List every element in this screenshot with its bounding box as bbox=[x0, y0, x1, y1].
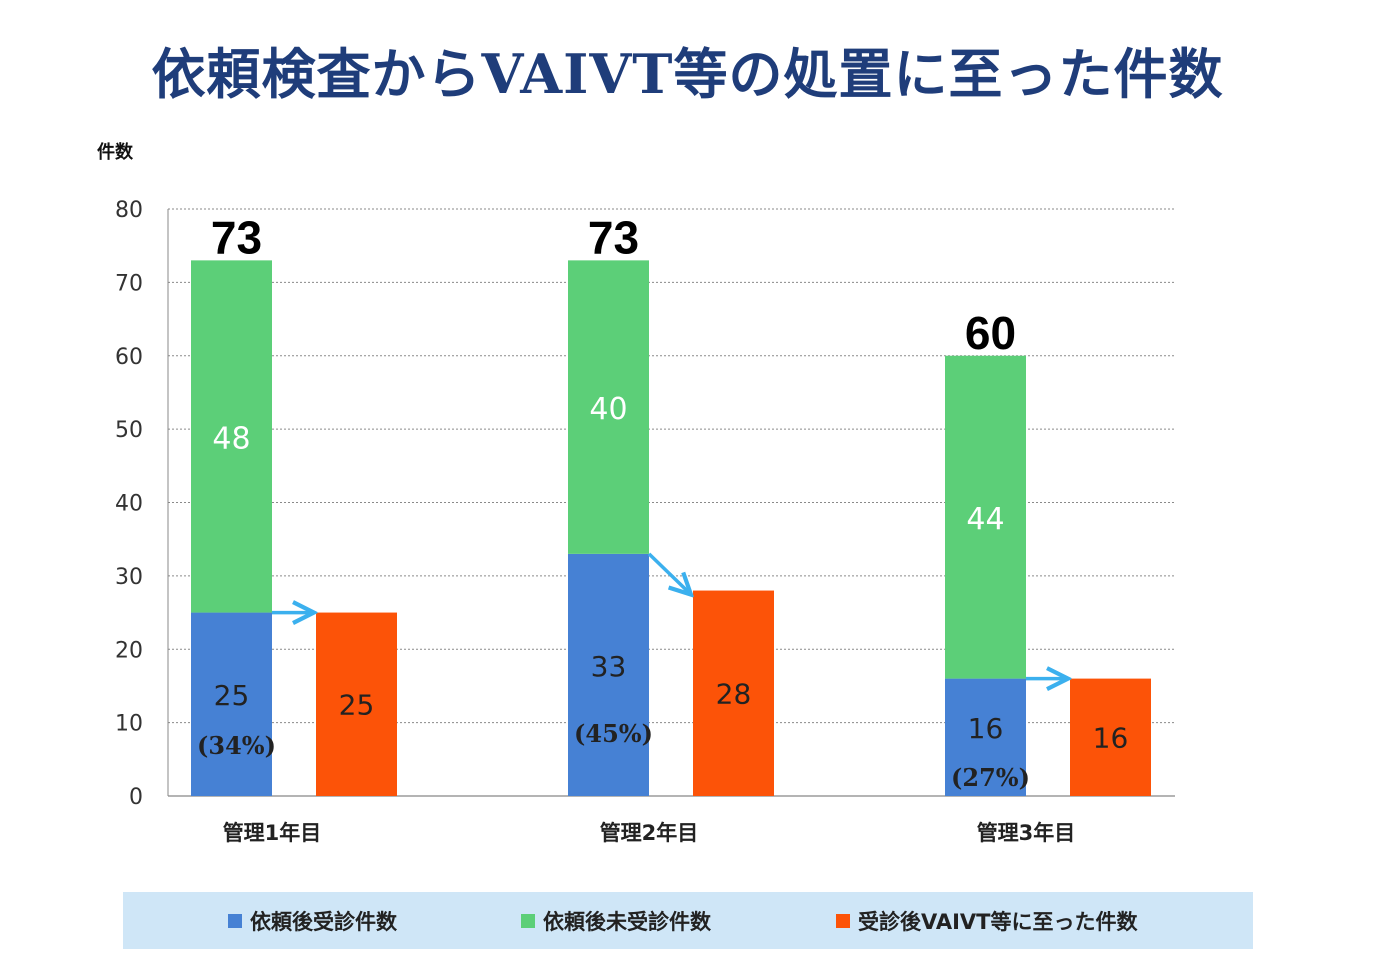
x-tick-label: 管理1年目 bbox=[223, 821, 322, 845]
bars bbox=[191, 260, 1151, 796]
bar-green bbox=[191, 260, 272, 613]
legend-item-green: 依頼後未受診件数 bbox=[521, 892, 711, 949]
y-tick-label: 80 bbox=[115, 198, 143, 223]
legend-label-green: 依頼後未受診件数 bbox=[543, 909, 711, 934]
data-label-blue: 25 bbox=[214, 679, 250, 712]
bar-orange bbox=[1070, 678, 1151, 796]
data-label-orange: 25 bbox=[339, 688, 375, 721]
y-tick-label: 0 bbox=[129, 785, 143, 810]
x-tick-labels: 管理1年目 管理2年目 管理3年目 bbox=[223, 821, 1076, 845]
data-label-orange: 16 bbox=[1093, 721, 1129, 754]
data-label-green: 48 bbox=[212, 421, 250, 456]
y-axis-label: 件数 bbox=[97, 142, 133, 163]
percent-label: (45%) bbox=[574, 719, 653, 748]
bar-green bbox=[945, 355, 1026, 679]
y-tick-label: 60 bbox=[115, 345, 143, 370]
y-tick-label: 50 bbox=[115, 418, 143, 443]
total-label: 73 bbox=[588, 211, 639, 263]
y-tick-label: 20 bbox=[115, 638, 143, 663]
y-tick-label: 40 bbox=[115, 492, 143, 517]
legend-swatch-green bbox=[521, 913, 535, 928]
total-label: 73 bbox=[211, 211, 262, 263]
bar-blue bbox=[191, 612, 272, 796]
legend-swatch-blue bbox=[228, 913, 242, 928]
bar-orange bbox=[316, 612, 397, 796]
legend: 依頼後受診件数 依頼後未受診件数 受診後VAIVT等に至った件数 bbox=[123, 892, 1253, 949]
y-tick-labels: 0 10 20 30 40 50 60 70 80 bbox=[115, 198, 143, 810]
total-label: 60 bbox=[965, 307, 1016, 359]
bar-orange bbox=[693, 590, 774, 796]
arrow bbox=[647, 552, 691, 595]
data-label-blue: 33 bbox=[591, 650, 627, 683]
data-label-blue: 16 bbox=[968, 712, 1004, 745]
legend-swatch-orange bbox=[836, 913, 850, 928]
bar-blue bbox=[945, 678, 1026, 796]
legend-label-blue: 依頼後受診件数 bbox=[250, 909, 397, 934]
x-tick-label: 管理3年目 bbox=[977, 821, 1076, 845]
bar-blue bbox=[568, 553, 649, 796]
y-tick-label: 30 bbox=[115, 565, 143, 590]
percent-label: (27%) bbox=[951, 763, 1030, 792]
arrows bbox=[272, 552, 1068, 679]
data-label-green: 44 bbox=[966, 502, 1004, 537]
percent-label: (34%) bbox=[197, 731, 276, 760]
y-tick-label: 10 bbox=[115, 712, 143, 737]
chart-canvas: 0 10 20 30 40 50 60 70 80 73 48 25 (34%) 25 73 40 33 (45… bbox=[115, 198, 1175, 845]
bar-green bbox=[568, 260, 649, 554]
data-labels: 73 48 25 (34%) 25 73 40 33 (45%) 28 60 44 16 (27%) 16 bbox=[197, 211, 1128, 792]
legend-item-orange: 受診後VAIVT等に至った件数 bbox=[836, 892, 1137, 949]
chart-title: 依頼検査からVAIVT等の処置に至った件数 bbox=[151, 42, 1224, 106]
y-tick-label: 70 bbox=[115, 271, 143, 296]
legend-label-orange: 受診後VAIVT等に至った件数 bbox=[858, 909, 1138, 934]
x-tick-label: 管理2年目 bbox=[600, 821, 699, 845]
legend-item-blue: 依頼後受診件数 bbox=[228, 892, 397, 949]
data-label-orange: 28 bbox=[716, 677, 752, 710]
data-label-green: 40 bbox=[589, 392, 627, 427]
